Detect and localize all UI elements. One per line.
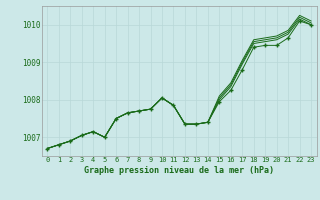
X-axis label: Graphe pression niveau de la mer (hPa): Graphe pression niveau de la mer (hPa) xyxy=(84,166,274,175)
